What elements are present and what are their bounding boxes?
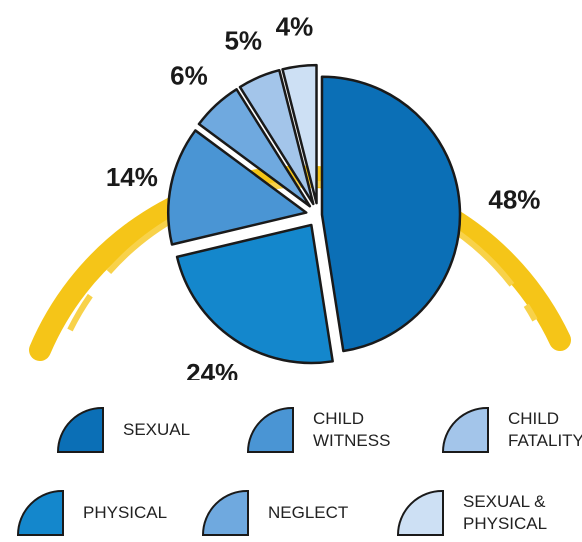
legend-label: CHILD WITNESS xyxy=(313,409,391,450)
chart: 48% 24% 14% 6% 5% 4% xyxy=(29,11,571,380)
legend-swatch xyxy=(246,406,294,453)
legend-swatch xyxy=(16,489,64,536)
value-label: 48% xyxy=(488,185,540,215)
pie-slice xyxy=(175,223,334,365)
legend-label: PHYSICAL xyxy=(83,503,168,522)
legend-item: NEGLECT xyxy=(200,488,360,538)
legend-item: CHILD FATALITY xyxy=(440,405,582,455)
legend-item: SEXUAL xyxy=(55,405,215,455)
legend-swatch xyxy=(441,406,489,453)
legend-icon xyxy=(56,406,104,453)
legend-icon xyxy=(16,489,64,536)
pie-slice xyxy=(167,129,308,246)
legend-icon xyxy=(441,406,489,453)
pie-slice xyxy=(197,88,312,208)
legend-label: CHILD FATALITY xyxy=(508,409,582,450)
value-label: 24% xyxy=(186,358,238,380)
legend-swatch xyxy=(201,489,249,536)
value-label: 5% xyxy=(224,25,262,55)
legend-icon xyxy=(246,406,294,453)
pie-slice xyxy=(238,68,315,206)
pie-slice xyxy=(281,63,318,205)
legend-swatch xyxy=(396,489,444,536)
legend-icon xyxy=(396,489,444,536)
value-label: 6% xyxy=(170,61,208,91)
legend-label: SEXUAL & PHYSICAL xyxy=(463,492,548,533)
legend-label: SEXUAL xyxy=(123,420,191,439)
legend-item: SEXUAL & PHYSICAL xyxy=(395,488,555,538)
pie-slice xyxy=(320,75,462,353)
legend-icon xyxy=(201,489,249,536)
legend-label: NEGLECT xyxy=(268,503,349,522)
legend-swatch xyxy=(56,406,104,453)
value-label: 14% xyxy=(106,162,158,192)
legend-item: CHILD WITNESS xyxy=(245,405,405,455)
value-label: 4% xyxy=(276,11,314,41)
legend-item: PHYSICAL xyxy=(15,488,175,538)
